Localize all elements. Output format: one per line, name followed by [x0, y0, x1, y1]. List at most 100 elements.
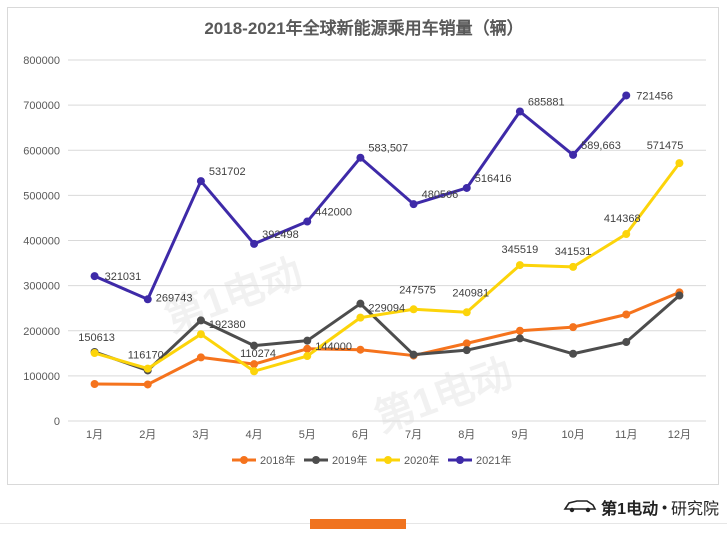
data-label: 583,507: [368, 143, 408, 155]
data-point: [303, 217, 312, 226]
chart-frame: 第1电动 第1电动 2018-2021年全球新能源乘用车销量（辆） 0 100000 20…: [7, 7, 719, 485]
data-point: [569, 349, 578, 358]
y-tick-label: 100000: [23, 371, 60, 383]
data-label: 480506: [422, 189, 459, 201]
data-point: [90, 349, 99, 358]
data-point: [303, 344, 312, 353]
data-point: [90, 379, 99, 388]
x-tick-label: 10月: [561, 429, 584, 441]
data-point: [515, 261, 524, 270]
data-point: [462, 308, 471, 317]
x-tick-label: 7月: [405, 429, 422, 441]
data-point: [303, 336, 312, 345]
data-label: 321031: [105, 271, 142, 283]
data-label: 192380: [209, 319, 246, 331]
chart-title: 2018-2021年全球新能源乘用车销量（辆）: [204, 18, 523, 38]
legend-label: 2018年: [260, 453, 295, 467]
brand-suffix: 研究院: [670, 501, 719, 518]
data-point: [462, 346, 471, 355]
data-label: 414368: [604, 213, 641, 225]
legend-label: 2019年: [332, 453, 367, 467]
data-label: 685881: [528, 96, 565, 108]
x-tick-label: 5月: [299, 429, 316, 441]
data-point: [675, 159, 684, 168]
data-point: [250, 360, 259, 369]
data-label: 516416: [475, 173, 512, 185]
x-tick-label: 11月: [615, 429, 637, 441]
data-point: [250, 239, 259, 248]
data-point: [462, 339, 471, 348]
data-point: [250, 367, 259, 376]
data-point: [462, 183, 471, 192]
data-point: [143, 295, 152, 304]
x-tick-label: 12月: [668, 429, 691, 441]
x-tick-label: 2月: [139, 429, 156, 441]
data-point: [675, 291, 684, 300]
legend-swatch-marker: [384, 456, 392, 464]
data-point: [409, 305, 418, 314]
y-tick-label: 400000: [23, 236, 60, 248]
data-label: 269743: [156, 292, 193, 304]
data-label: 240981: [452, 287, 489, 299]
data-label: 392498: [262, 229, 299, 241]
data-point: [409, 350, 418, 359]
data-label: 589,663: [581, 140, 621, 152]
data-point: [622, 338, 631, 347]
data-label: 341531: [555, 246, 592, 258]
footer-accent-bar: [310, 519, 406, 529]
y-tick-label: 500000: [23, 190, 60, 202]
data-point: [569, 323, 578, 332]
data-point: [622, 91, 631, 100]
footer-brand: 第1电动 • 研究院: [563, 495, 719, 519]
data-point: [196, 316, 205, 325]
x-tick-label: 4月: [246, 429, 263, 441]
brand-separator: •: [662, 499, 667, 515]
series-line-2019年: [94, 294, 681, 372]
data-point: [143, 380, 152, 389]
series-line-2021年: [93, 94, 628, 301]
data-point: [569, 150, 578, 159]
data-label: 116170: [128, 350, 164, 362]
legend-swatch-marker: [456, 456, 464, 464]
data-point: [90, 272, 99, 281]
x-tick-label: 9月: [511, 429, 528, 441]
data-label: 144000: [315, 341, 352, 353]
data-label: 110274: [240, 348, 276, 360]
data-point: [356, 313, 365, 322]
data-point: [515, 107, 524, 116]
data-label: 229094: [368, 303, 405, 315]
data-point: [409, 200, 418, 209]
series-line-2020年: [94, 162, 681, 373]
data-point: [622, 230, 631, 239]
watermark-text: 第1电动: [369, 351, 518, 441]
x-tick-label: 3月: [192, 429, 209, 441]
x-tick-label: 6月: [352, 429, 369, 441]
y-tick-label: 600000: [23, 145, 60, 157]
line-chart: 第1电动第1电动2018-2021年全球新能源乘用车销量（辆）010000020…: [23, 18, 706, 467]
data-point: [196, 330, 205, 339]
legend-label: 2020年: [404, 453, 439, 467]
y-tick-label: 0: [54, 416, 60, 428]
data-label: 247575: [399, 284, 436, 296]
data-point: [143, 364, 152, 373]
y-tick-label: 800000: [23, 55, 60, 67]
data-label: 531702: [209, 166, 246, 178]
data-point: [515, 326, 524, 335]
brand-logo-text: 第1电动: [601, 501, 659, 518]
data-point: [515, 334, 524, 343]
legend-swatch-marker: [240, 456, 248, 464]
y-tick-label: 700000: [23, 100, 60, 112]
data-point: [196, 177, 205, 186]
data-label: 345519: [502, 244, 539, 256]
data-point: [622, 310, 631, 319]
x-tick-label: 1月: [86, 429, 103, 441]
data-point: [569, 262, 578, 271]
data-point: [303, 352, 312, 361]
x-tick-label: 8月: [458, 429, 475, 441]
y-tick-label: 300000: [23, 281, 60, 293]
legend-label: 2021年: [476, 453, 511, 467]
series-line-2018年: [94, 291, 680, 386]
y-tick-label: 200000: [23, 326, 60, 338]
legend-swatch-marker: [312, 456, 320, 464]
data-label: 721456: [636, 90, 673, 102]
